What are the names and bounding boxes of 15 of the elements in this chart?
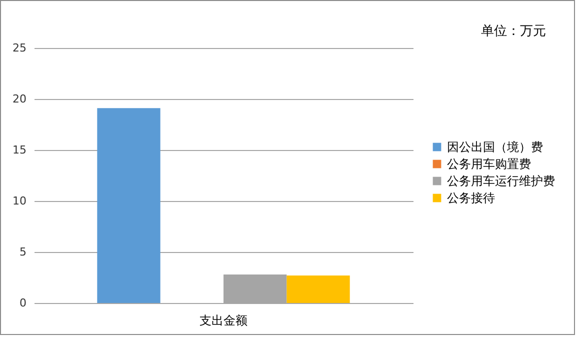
y-tick-label: 15 xyxy=(12,144,26,156)
y-tick-label: 0 xyxy=(20,296,26,310)
text: 单位：万元 xyxy=(481,24,546,39)
y-tick-label: 10 xyxy=(12,194,26,208)
x-tick-label: 支出金额 xyxy=(200,314,248,328)
legend-label: 公务接待 xyxy=(447,191,495,205)
y-tick-label: 20 xyxy=(12,92,26,106)
bar xyxy=(224,274,287,303)
legend-label: 因公出国（境）费 xyxy=(447,140,543,154)
y-tick-label: 5 xyxy=(20,246,26,258)
legend-label: 公务用车购置费 xyxy=(447,157,531,171)
y-tick-label: 25 xyxy=(12,42,26,54)
bar xyxy=(97,108,160,303)
legend-label: 公务用车运行维护费 xyxy=(447,174,555,188)
bar xyxy=(286,275,350,303)
